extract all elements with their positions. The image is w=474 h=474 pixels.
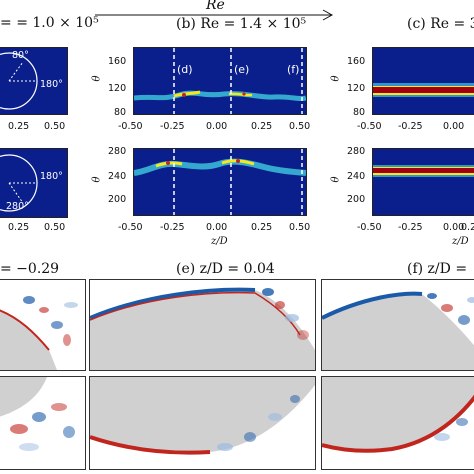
panel-c-top-heatmap xyxy=(372,47,474,115)
b-top-ytick-80: 80 xyxy=(114,107,127,118)
panel-f-top-flow xyxy=(321,279,474,371)
c-top-xtick-2: 0.00 xyxy=(443,121,465,132)
b-bot-ytick-200: 200 xyxy=(108,194,127,205)
c-bot-ytick-200: 200 xyxy=(347,194,366,205)
b-top-xtick-2: 0.00 xyxy=(206,121,228,132)
c-top-ytick-120: 120 xyxy=(347,83,366,94)
re-arrow xyxy=(95,9,334,21)
b-bot-ytick-240: 240 xyxy=(108,171,127,182)
panel-a-title-text: = 1.0 × 10⁵ xyxy=(16,15,99,31)
panel-e-bottom-flow xyxy=(89,376,316,470)
inset-label-180b: 180° xyxy=(40,171,63,182)
c-top-ytick-160: 160 xyxy=(347,56,366,67)
panel-d-bottom-flow xyxy=(0,376,86,470)
marker-e: (e) xyxy=(234,63,250,76)
panel-e-title: (e) z/D = 0.04 xyxy=(176,261,275,277)
c-top-ytick-80: 80 xyxy=(353,107,366,118)
panel-a-xtick-050: 0.50 xyxy=(44,121,66,132)
c-bot-xtick-1: -0.25 xyxy=(398,222,423,233)
panel-b-top-heatmap xyxy=(133,47,307,115)
b-bot-xtick-0: -0.50 xyxy=(118,222,143,233)
inset-label-280: 280° xyxy=(6,201,29,212)
marker-f: (f) xyxy=(287,63,300,76)
panel-d-bottom-field xyxy=(0,377,75,451)
b-bot-ylabel: θ xyxy=(91,176,103,183)
b-bot-xtick-3: 0.25 xyxy=(251,222,273,233)
panel-a-xtick-050b: 0.50 xyxy=(44,222,66,233)
b-top-ytick-160: 160 xyxy=(108,56,127,67)
inset-label-80: 80° xyxy=(12,50,29,61)
c-top-xtick-1: -0.25 xyxy=(398,121,423,132)
panel-c-bottom-band xyxy=(373,165,474,177)
b-bot-xtick-2: 0.00 xyxy=(206,222,228,233)
b-top-xtick-3: 0.25 xyxy=(251,121,273,132)
panel-a-bottom-inset xyxy=(0,154,38,212)
panel-f-top-field xyxy=(322,291,474,370)
panel-e-top-field xyxy=(90,287,315,370)
panel-e-top-flow xyxy=(89,279,316,371)
c-xlabel: z/D xyxy=(452,236,469,247)
panel-a-xtick-025b: 0.25 xyxy=(8,222,30,233)
panel-a-top-heatmap xyxy=(0,47,68,115)
panel-b-bottom-heatmap xyxy=(133,148,307,216)
panel-a-xtick-025: 0.25 xyxy=(8,121,30,132)
b-bot-xtick-4: 0.50 xyxy=(289,222,311,233)
panel-c-top-band xyxy=(373,83,474,97)
marker-d: (d) xyxy=(177,63,193,76)
panel-b-title: (b) Re = 1.4 × 10⁵ xyxy=(176,16,307,32)
c-top-ylabel: θ xyxy=(330,75,342,82)
re-label: Re xyxy=(206,0,225,13)
c-top-xtick-0: -0.50 xyxy=(357,121,382,132)
c-bot-ytick-280: 280 xyxy=(347,146,366,157)
panel-d-top-flow xyxy=(0,279,86,371)
panel-c-bottom-heatmap xyxy=(372,148,474,216)
c-bot-ytick-240: 240 xyxy=(347,171,366,182)
b-top-ylabel: θ xyxy=(91,75,103,82)
b-bot-xtick-1: -0.25 xyxy=(160,222,185,233)
c-bot-ylabel: θ xyxy=(330,176,342,183)
panel-b-top-band xyxy=(134,48,306,114)
panel-a-top-inset xyxy=(0,52,38,110)
inset-label-180: 180° xyxy=(40,79,63,90)
panel-a-bottom-heatmap xyxy=(0,148,68,218)
panel-c-title: (c) Re = 3 xyxy=(407,16,474,32)
c-bot-xtick-2: 0.00 xyxy=(443,222,465,233)
panel-d-title: = −0.29 xyxy=(0,261,60,277)
panel-d-top-field xyxy=(0,296,78,370)
b-top-xtick-1: -0.25 xyxy=(160,121,185,132)
panel-f-bottom-flow xyxy=(321,376,474,470)
b-top-xtick-0: -0.50 xyxy=(118,121,143,132)
b-top-xtick-4: 0.50 xyxy=(289,121,311,132)
b-bot-ytick-280: 280 xyxy=(108,146,127,157)
b-xlabel: z/D xyxy=(211,236,228,247)
panel-f-title: (f) z/D = xyxy=(407,261,468,277)
b-top-ytick-120: 120 xyxy=(108,83,127,94)
panel-b-bottom-band xyxy=(134,149,306,215)
c-bot-xtick-0: -0.50 xyxy=(357,222,382,233)
c-bot-xtick-3: 0.2 xyxy=(461,222,474,233)
panel-a-title: = = 1.0 × 10⁵ xyxy=(0,15,99,31)
panel-f-bottom-field xyxy=(322,377,474,453)
panel-e-bottom-field xyxy=(90,377,315,455)
